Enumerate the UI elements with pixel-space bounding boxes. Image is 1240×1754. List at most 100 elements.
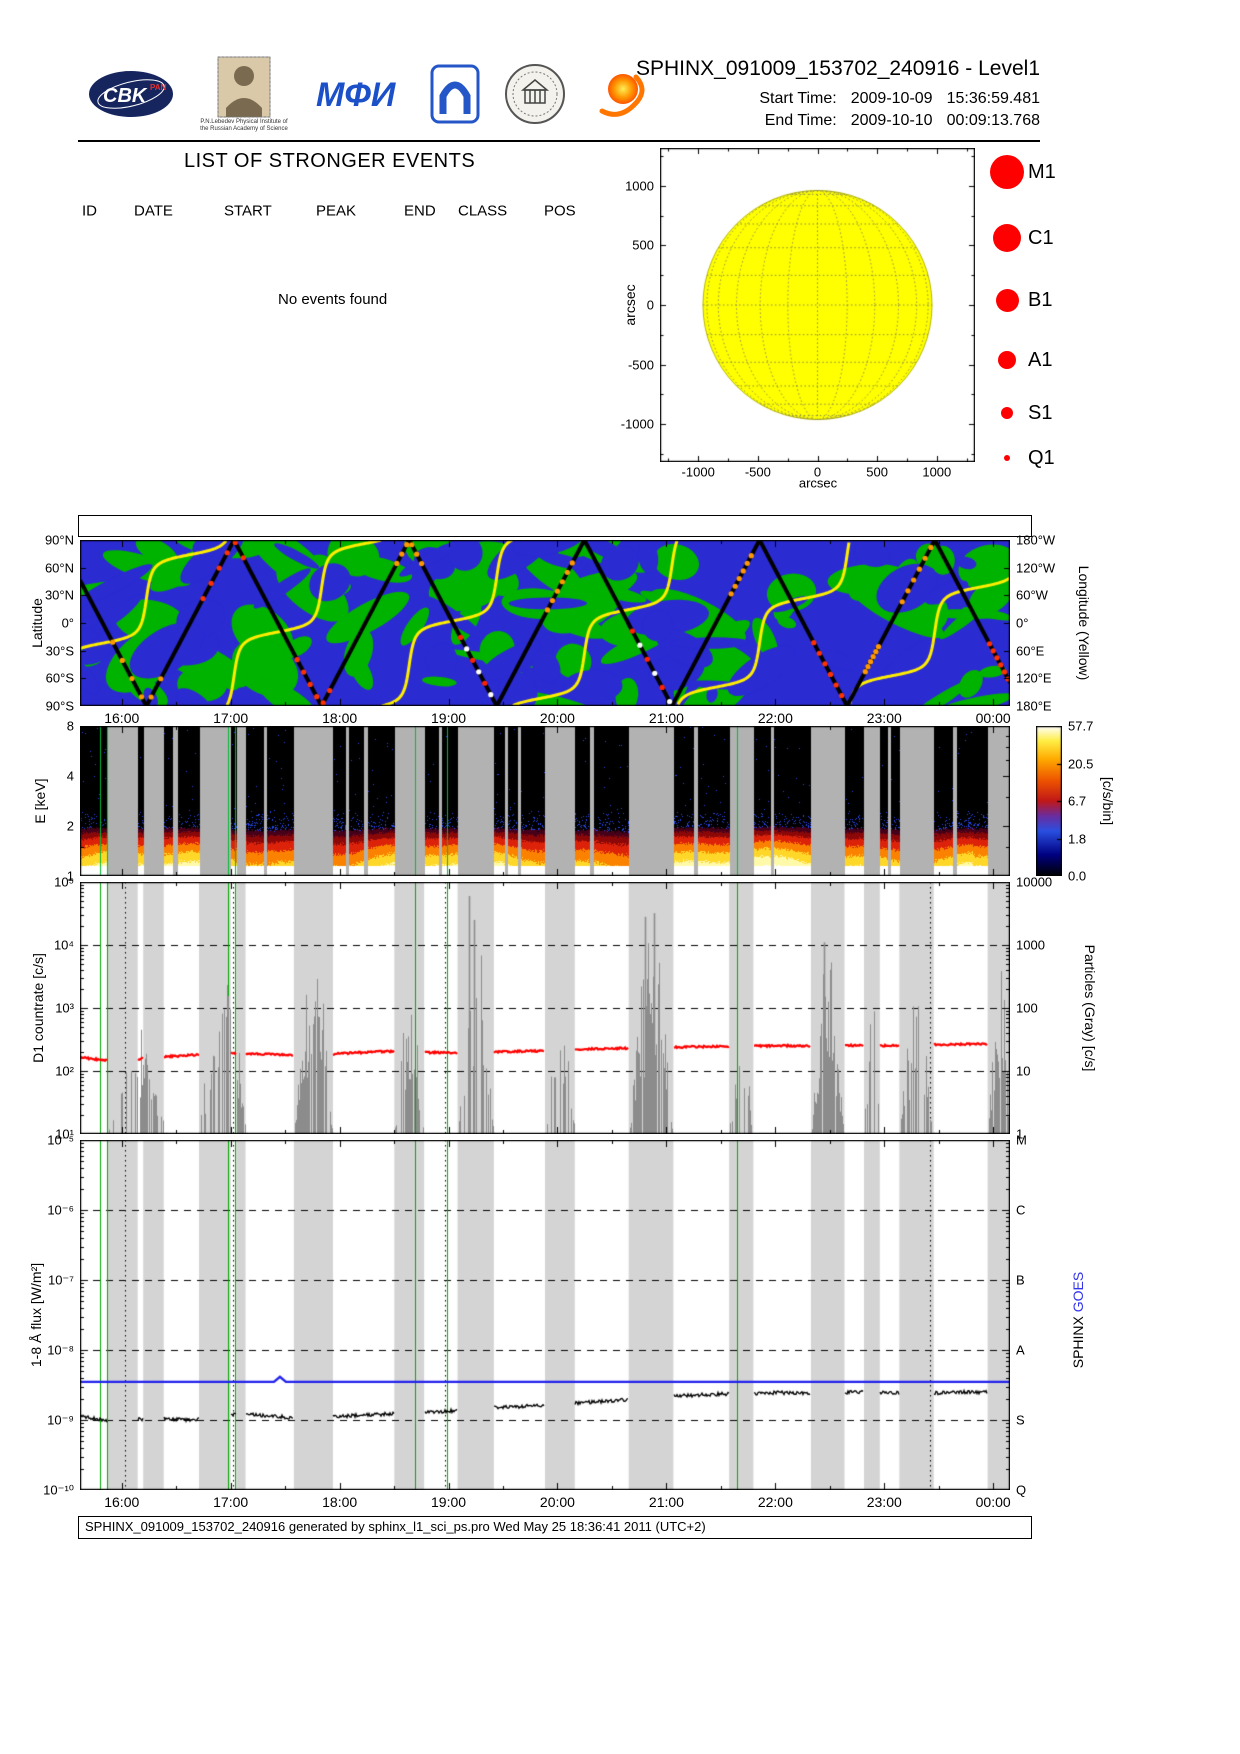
time-tick-label: 21:00 [648, 1494, 684, 1510]
goes-class-label: A [1016, 1342, 1025, 1358]
sun-y-tick-label: -1000 [620, 416, 654, 432]
events-column-class: CLASS [458, 202, 508, 220]
ylabel-energy: E [keV] [32, 778, 48, 824]
logo-strip: CBK PAN P.N.Lebedev Physical Institute o… [88, 56, 650, 133]
countrate-panel [80, 882, 1010, 1134]
time-tick-label: 00:00 [975, 1494, 1011, 1510]
countrate-tick-label: 10³ [55, 1000, 74, 1016]
latitude-tick-label: 60°S [45, 670, 74, 686]
goes-class-label: M [1016, 1132, 1027, 1148]
ylabel-countrate: D1 countrate [c/s] [30, 953, 46, 1063]
longitude-tick-label: 60°W [1016, 587, 1048, 603]
colorbar-unit-label: [c/s/bin] [1100, 776, 1116, 826]
lebedev-portrait-icon [217, 56, 271, 118]
colorbar-tick-label: 20.5 [1068, 756, 1094, 771]
sun-swirl-logo [590, 65, 650, 123]
countrate-tick-label: 10⁵ [54, 874, 74, 890]
time-tick-label: 18:00 [322, 710, 358, 726]
sun-y-tick-label: 500 [632, 237, 654, 253]
goes-class-label: S [1016, 1412, 1025, 1428]
particles-tick-label: 10000 [1016, 874, 1053, 890]
solar-disk-plot [660, 148, 975, 462]
goes-axis-label: GOES [1070, 1271, 1086, 1313]
flare-class-label-M1: M1 [1028, 161, 1056, 183]
time-tick-label: 16:00 [104, 1494, 140, 1510]
flare-size-circle-B1 [995, 288, 1019, 312]
page-title: SPHINX_091009_153702_240916 - Level1 [636, 57, 1040, 80]
latitude-tick-label: 30°N [44, 587, 74, 603]
time-tick-label: 00:00 [975, 710, 1011, 726]
countrate-tick-label: 10¹ [55, 1126, 74, 1142]
time-tick-label: 23:00 [866, 710, 902, 726]
time-tick-label: 23:00 [866, 1494, 902, 1510]
longitude-tick-label: 120°W [1016, 560, 1056, 576]
end-time-row: End Time: 2009-10-10 00:09:13.768 [765, 112, 1040, 130]
ylabel-longitude: Longitude (Yellow) [1076, 565, 1092, 681]
particles-tick-label: 100 [1016, 1000, 1038, 1016]
ylabel-flux: 1-8 Å flux [W/m²] [28, 1262, 44, 1368]
flare-class-label-C1: C1 [1028, 227, 1054, 249]
longitude-tick-label: 180°E [1016, 698, 1052, 714]
time-tick-label: 22:00 [757, 1494, 793, 1510]
colorbar-tick-label: 1.8 [1068, 831, 1087, 846]
sphinx-axis-label: SPHINX [1070, 1316, 1086, 1369]
particles-tick-label: 1000 [1016, 937, 1045, 953]
pan-logo-text: PAN [150, 83, 167, 92]
spectrogram-colorbar [1036, 726, 1062, 876]
lebedev-caption: P.N.Lebedev Physical Institute of the Ru… [200, 119, 288, 132]
time-tick-label: 19:00 [431, 710, 467, 726]
events-column-pos: POS [544, 202, 576, 220]
flux-tick-label: 10⁻⁷ [47, 1272, 74, 1288]
mephi-logo-text: МФИ [316, 76, 397, 114]
events-column-start: START [224, 202, 272, 220]
events-column-id: ID [82, 202, 97, 220]
events-column-end: END [404, 202, 436, 220]
time-tick-label: 16:00 [104, 710, 140, 726]
latitude-tick-label: 30°S [45, 643, 74, 659]
particles-tick-label: 1 [1016, 1126, 1024, 1142]
end-time-date: 2009-10-10 [850, 112, 933, 129]
sun-ylabel: arcsec [622, 284, 638, 326]
flare-size-circle-M1 [990, 155, 1024, 189]
sun-y-tick-label: 0 [646, 297, 654, 313]
latitude-tick-label: 0° [61, 615, 74, 631]
energy-tick-label: 2 [66, 818, 74, 834]
energy-tick-label: 8 [66, 718, 74, 734]
ylabel-latitude: Latitude [29, 598, 45, 648]
footer-text: SPHINX_091009_153702_240916 generated by… [85, 1519, 706, 1534]
time-tick-label: 21:00 [648, 710, 684, 726]
countrate-tick-label: 10² [55, 1063, 74, 1079]
sun-swirl-graphic [599, 74, 645, 118]
goes-class-label: C [1016, 1202, 1026, 1218]
sun-x-tick-label: -500 [744, 464, 771, 480]
start-time-clock: 15:36:59.481 [946, 90, 1040, 107]
events-empty-message: No events found [278, 291, 388, 308]
arch-logo [430, 64, 480, 124]
sun-x-tick-label: 1000 [922, 464, 952, 480]
lebedev-institute-logo: P.N.Lebedev Physical Institute of the Ru… [198, 56, 290, 133]
sun-y-tick-label: 1000 [625, 178, 654, 194]
spectrogram-panel [80, 726, 1010, 876]
events-column-date: DATE [134, 202, 173, 220]
flare-size-circle-C1 [993, 224, 1021, 252]
sun-y-tick-label: -500 [627, 357, 654, 373]
start-time-row: Start Time: 2009-10-09 15:36:59.481 [759, 90, 1040, 108]
time-tick-label: 20:00 [539, 710, 575, 726]
header-divider [78, 140, 1040, 142]
goes-class-label: Q [1016, 1482, 1027, 1498]
sun-xlabel: arcsec [798, 475, 838, 491]
time-tick-label: 19:00 [431, 1494, 467, 1510]
flux-panel [80, 1140, 1010, 1490]
latitude-tick-label: 90°S [45, 698, 74, 714]
longitude-tick-label: 180°W [1016, 532, 1056, 548]
flare-size-circle-S1 [1001, 407, 1013, 419]
goes-class-label: B [1016, 1272, 1025, 1288]
cbk-pan-logo-graphic: CBK PAN [89, 71, 173, 118]
cbk-logo-text: CBK [103, 85, 148, 107]
time-tick-label: 22:00 [757, 710, 793, 726]
flare-size-circle-A1 [998, 351, 1016, 369]
longitude-tick-label: 0° [1016, 615, 1029, 631]
events-list-title: LIST OF STRONGER EVENTS [184, 150, 476, 172]
flux-tick-label: 10⁻⁶ [47, 1202, 74, 1218]
flux-tick-label: 10⁻¹⁰ [43, 1482, 74, 1498]
